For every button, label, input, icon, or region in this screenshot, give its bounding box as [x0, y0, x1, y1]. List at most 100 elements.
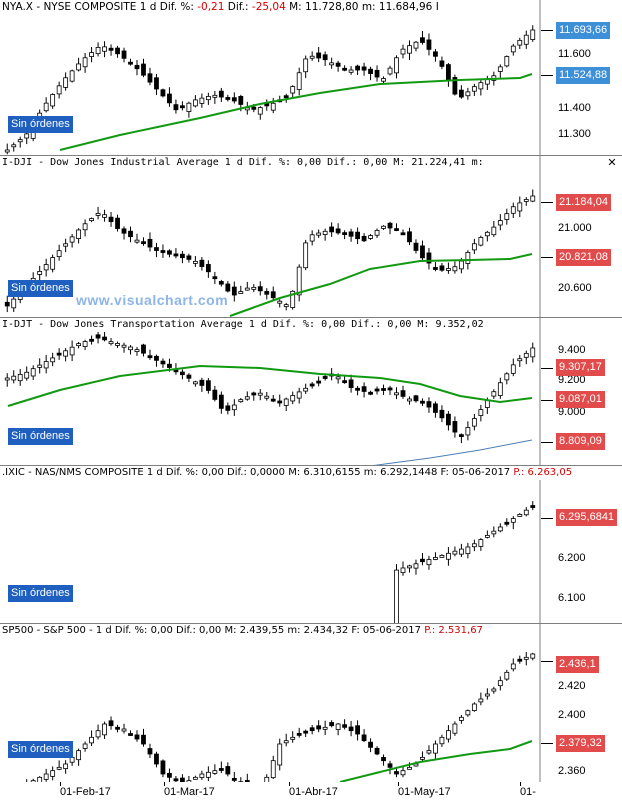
watermark: www.visualchart.com	[76, 292, 229, 308]
ma-price-tag: 11.524,88	[556, 67, 611, 84]
candle	[231, 399, 237, 416]
candle	[426, 397, 432, 413]
candle	[368, 390, 373, 396]
candle	[218, 87, 224, 102]
chart-panel-dji[interactable]: I-DJI - Dow Jones Industrial Average 1 d…	[0, 156, 622, 318]
candle	[439, 263, 445, 272]
candle	[296, 67, 302, 96]
axis-label: 11.300	[558, 128, 591, 140]
candle	[497, 214, 503, 231]
candle	[374, 386, 380, 395]
price-tick	[541, 442, 553, 443]
price-tick	[541, 743, 553, 744]
candle	[465, 542, 471, 559]
candle	[309, 382, 315, 389]
dji-candles[interactable]	[0, 156, 545, 318]
candle	[50, 766, 56, 781]
candle	[167, 768, 172, 782]
close-icon[interactable]: ✕	[607, 156, 617, 169]
candle	[471, 83, 477, 97]
candle	[465, 421, 471, 441]
candle	[504, 208, 510, 225]
candle	[95, 42, 101, 57]
candle	[199, 770, 205, 780]
candle	[264, 288, 270, 300]
candle	[458, 543, 464, 557]
candle	[374, 746, 380, 756]
candle	[400, 44, 406, 59]
candle	[530, 342, 536, 363]
candle	[400, 229, 406, 236]
candle	[329, 57, 335, 69]
orders-button[interactable]: Sin órdenes	[8, 585, 73, 602]
candle	[348, 66, 354, 75]
ixic-candles[interactable]	[0, 466, 545, 624]
candle	[102, 41, 107, 58]
candle	[407, 396, 412, 405]
candle	[381, 384, 386, 395]
orders-button[interactable]: Sin órdenes	[8, 280, 73, 297]
djt-candles[interactable]	[0, 318, 545, 466]
candle	[439, 405, 445, 423]
nya-candles[interactable]	[0, 0, 545, 156]
candle	[108, 44, 114, 56]
price-tick	[541, 257, 553, 258]
axis-label: 20.600	[558, 282, 592, 294]
candle	[50, 352, 56, 367]
candle	[244, 773, 250, 782]
candle	[303, 729, 309, 738]
candle	[484, 530, 490, 539]
candle	[446, 262, 451, 274]
candle	[50, 254, 56, 273]
candle	[510, 43, 516, 56]
sp500-candles[interactable]	[0, 624, 545, 782]
candle	[134, 233, 140, 244]
candle	[374, 228, 380, 238]
candle	[11, 370, 17, 384]
axis-label: 9.000	[558, 406, 586, 418]
candle	[186, 253, 192, 263]
candle	[478, 404, 484, 422]
candle	[322, 51, 328, 66]
candle	[128, 730, 133, 736]
chart-panel-nya[interactable]: NYA.X - NYSE COMPOSITE 1 d Dif. %: -0,21…	[0, 0, 622, 156]
candle	[154, 242, 159, 258]
candle	[147, 67, 153, 86]
candle	[43, 354, 49, 374]
candle	[192, 380, 198, 387]
candle	[264, 774, 270, 782]
candle	[17, 368, 23, 386]
candle	[510, 516, 516, 530]
candle	[407, 564, 412, 573]
orders-button[interactable]: Sin órdenes	[8, 428, 73, 445]
candle	[329, 222, 335, 237]
chart-panel-sp500[interactable]: SP500 - S&P 500 - 1 d Dif. %: 0,00 Dif.:…	[0, 624, 622, 782]
candle	[309, 230, 315, 246]
chart-panel-djt[interactable]: I-DJT - Dow Jones Transportation Average…	[0, 318, 622, 466]
chart-panel-ixic[interactable]: .IXIC - NAS/NMS COMPOSITE 1 d Dif. %: 0,…	[0, 466, 622, 624]
orders-button[interactable]: Sin órdenes	[8, 116, 73, 133]
candle	[523, 30, 529, 49]
candle	[108, 716, 114, 730]
candle	[355, 227, 360, 245]
candle	[471, 539, 477, 552]
candle	[24, 366, 30, 381]
candle	[478, 692, 484, 706]
candle	[368, 738, 373, 753]
candle	[82, 741, 88, 752]
orders-button[interactable]: Sin órdenes	[8, 741, 73, 758]
candle	[465, 87, 471, 100]
candle	[296, 387, 302, 404]
candle	[381, 754, 386, 766]
candle	[251, 284, 257, 293]
candle	[283, 302, 289, 311]
candle	[283, 397, 289, 412]
candle	[212, 764, 218, 775]
candle	[218, 391, 224, 414]
candle	[361, 729, 367, 743]
price-tick	[541, 400, 553, 401]
candle	[504, 518, 510, 527]
axis-label: 6.100	[558, 592, 586, 604]
candle	[205, 378, 211, 394]
candle	[115, 724, 120, 733]
